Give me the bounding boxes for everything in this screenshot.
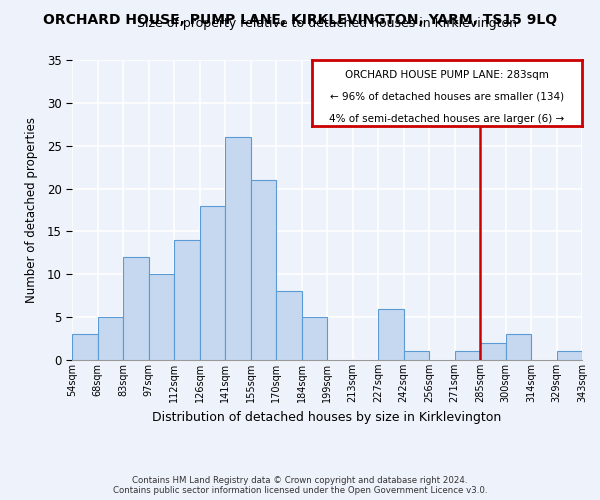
X-axis label: Distribution of detached houses by size in Kirklevington: Distribution of detached houses by size … xyxy=(152,410,502,424)
Text: ORCHARD HOUSE, PUMP LANE, KIRKLEVINGTON, YARM, TS15 9LQ: ORCHARD HOUSE, PUMP LANE, KIRKLEVINGTON,… xyxy=(43,12,557,26)
Bar xyxy=(557,352,582,360)
Bar xyxy=(225,137,251,360)
Bar xyxy=(276,292,302,360)
Bar xyxy=(404,352,429,360)
Bar xyxy=(199,206,225,360)
Bar xyxy=(378,308,404,360)
Bar xyxy=(251,180,276,360)
Bar xyxy=(149,274,174,360)
Bar xyxy=(97,317,123,360)
Bar xyxy=(480,343,505,360)
Bar xyxy=(302,317,327,360)
Bar xyxy=(505,334,531,360)
Bar xyxy=(174,240,199,360)
Bar xyxy=(123,257,149,360)
Y-axis label: Number of detached properties: Number of detached properties xyxy=(25,117,38,303)
Title: Size of property relative to detached houses in Kirklevington: Size of property relative to detached ho… xyxy=(137,16,517,30)
Bar xyxy=(455,352,480,360)
Bar xyxy=(72,334,97,360)
Text: Contains HM Land Registry data © Crown copyright and database right 2024.
Contai: Contains HM Land Registry data © Crown c… xyxy=(113,476,487,495)
